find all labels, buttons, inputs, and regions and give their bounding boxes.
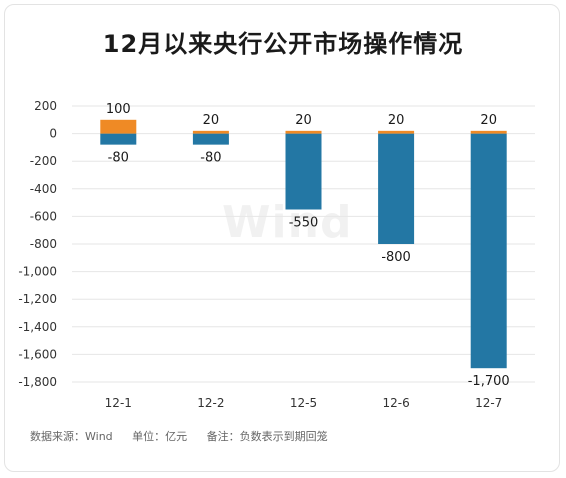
chart-footer: 数据来源：Wind 单位：亿元 备注：负数表示到期回笼 [30, 428, 344, 444]
chart-card [4, 4, 560, 472]
negative-data-label: -80 [108, 151, 129, 166]
y-tick-label: -600 [30, 209, 57, 223]
x-tick-label: 12-1 [105, 396, 132, 410]
y-tick-label: -200 [30, 154, 57, 168]
positive-data-label: 100 [106, 102, 131, 117]
negative-data-label: -550 [289, 216, 319, 231]
bar-negative [100, 133, 137, 145]
y-tick-label: -1,400 [18, 320, 57, 334]
y-tick-label: -1,200 [18, 292, 57, 306]
unit-note: 单位：亿元 [132, 430, 188, 443]
y-tick-label: -1,800 [18, 375, 57, 389]
source-note: 数据来源：Wind [30, 430, 113, 443]
positive-data-label: 20 [388, 113, 405, 128]
bar-negative [192, 133, 229, 145]
y-tick-label: 200 [34, 99, 57, 113]
negative-data-label: -1,700 [468, 374, 510, 389]
y-tick-label: -1,600 [18, 347, 57, 361]
positive-data-label: 20 [203, 113, 220, 128]
y-tick-label: -400 [30, 182, 57, 196]
bar-positive [378, 130, 415, 134]
remark-note: 备注：负数表示到期回笼 [206, 430, 328, 443]
bar-positive [285, 130, 322, 134]
y-tick-label: -1,000 [18, 265, 57, 279]
bar-positive [100, 119, 137, 134]
bar-positive [470, 130, 507, 134]
bar-positive [192, 130, 229, 134]
x-tick-label: 12-6 [382, 396, 409, 410]
x-tick-label: 12-2 [197, 396, 224, 410]
bar-negative [285, 133, 322, 210]
x-tick-label: 12-5 [290, 396, 317, 410]
bar-negative [378, 133, 415, 244]
y-tick-label: -800 [30, 237, 57, 251]
x-tick-label: 12-7 [475, 396, 502, 410]
positive-data-label: 20 [480, 113, 497, 128]
y-tick-label: 0 [49, 127, 57, 141]
negative-data-label: -800 [381, 250, 411, 265]
positive-data-label: 20 [295, 113, 312, 128]
negative-data-label: -80 [200, 151, 221, 166]
bar-negative [470, 133, 507, 369]
chart-title: 12月以来央行公开市场操作情况 [102, 30, 464, 58]
